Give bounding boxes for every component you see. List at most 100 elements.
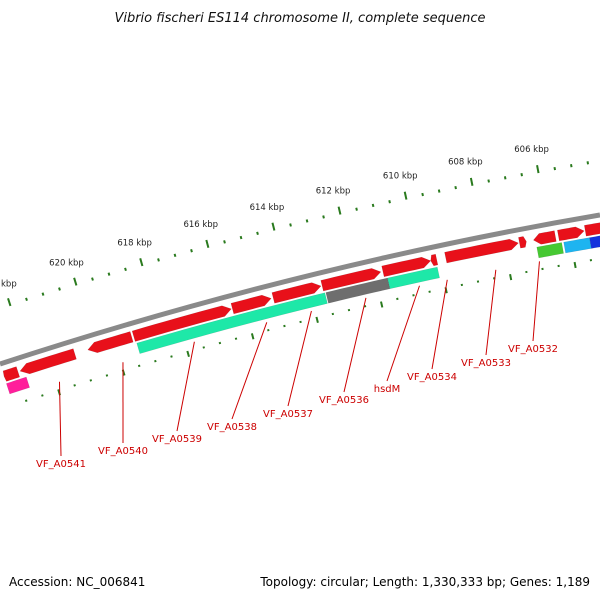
inner-minor-tick bbox=[267, 328, 270, 332]
inner-minor-tick bbox=[170, 355, 173, 358]
outer-minor-tick bbox=[454, 185, 457, 190]
chromosome-backbone bbox=[0, 212, 600, 367]
gene-arrow bbox=[518, 236, 527, 249]
outer-minor-tick bbox=[487, 179, 490, 183]
gene-arrow bbox=[320, 268, 382, 292]
outer-minor-tick bbox=[190, 249, 193, 253]
outer-major-tick bbox=[7, 298, 12, 307]
leader-line bbox=[386, 285, 420, 382]
gene-track bbox=[2, 222, 600, 395]
gene-arrow bbox=[430, 253, 439, 267]
outer-major-tick bbox=[403, 191, 408, 200]
leader-line bbox=[287, 310, 312, 407]
outer-minor-tick bbox=[107, 272, 111, 276]
outer-major-tick bbox=[205, 239, 210, 248]
gene-arrow bbox=[583, 222, 600, 237]
outer-minor-tick bbox=[586, 161, 590, 165]
gene-label: VF_A0536 bbox=[319, 395, 369, 406]
gene-label: VF_A0533 bbox=[461, 358, 511, 369]
outer-minor-tick bbox=[157, 258, 160, 262]
gene-label: VF_A0541 bbox=[36, 459, 86, 470]
inner-scale-ruler bbox=[24, 259, 593, 402]
scale-labels: 606 kbp 608 kbp 610 kbp 612 kbp 614 kbp 616 k… bbox=[0, 145, 549, 289]
gene-label: VF_A0538 bbox=[207, 422, 257, 433]
gene-arrow bbox=[19, 348, 77, 375]
gene-bar bbox=[387, 266, 440, 290]
inner-minor-tick bbox=[154, 359, 157, 363]
inner-minor-tick bbox=[137, 364, 141, 368]
gene-arrow bbox=[444, 238, 519, 264]
outer-minor-tick bbox=[570, 164, 573, 168]
outer-minor-tick bbox=[553, 166, 557, 171]
gene-arrow bbox=[381, 256, 432, 278]
scale-label: 610 kbp bbox=[383, 171, 418, 181]
outer-minor-tick bbox=[388, 200, 391, 204]
outer-minor-tick bbox=[239, 235, 243, 240]
outer-minor-tick bbox=[503, 176, 507, 180]
inner-minor-tick bbox=[24, 399, 28, 402]
leader-line bbox=[532, 261, 540, 342]
inner-major-tick bbox=[380, 301, 384, 308]
inner-major-tick bbox=[250, 333, 255, 340]
map-title: Vibrio fischeri ES114 chromosome II, com… bbox=[114, 11, 485, 26]
accession-text: Accession: NC_006841 bbox=[9, 575, 145, 589]
outer-minor-tick bbox=[289, 223, 292, 227]
leader-line bbox=[485, 269, 497, 356]
outer-minor-tick bbox=[41, 292, 45, 296]
gene-label: hsdM bbox=[374, 384, 401, 395]
outer-major-tick bbox=[536, 165, 540, 174]
gene-label: VF_A0539 bbox=[152, 434, 202, 445]
inner-major-tick bbox=[315, 316, 319, 324]
inner-minor-tick bbox=[89, 379, 93, 382]
outer-minor-tick bbox=[256, 231, 259, 235]
gene-arrow bbox=[2, 366, 21, 382]
outer-major-tick bbox=[271, 222, 276, 231]
scale-label: 608 kbp bbox=[448, 158, 483, 168]
leader-line bbox=[343, 297, 367, 393]
outer-minor-tick bbox=[322, 215, 325, 219]
gene-bar bbox=[536, 242, 564, 259]
inner-major-tick bbox=[509, 273, 513, 281]
inner-minor-tick bbox=[73, 384, 76, 387]
outer-minor-tick bbox=[371, 203, 375, 208]
scale-label: 614 kbp bbox=[250, 203, 285, 213]
inner-minor-tick bbox=[41, 394, 44, 397]
gene-bar bbox=[6, 376, 30, 395]
scale-label: 606 kbp bbox=[514, 145, 549, 155]
outer-minor-tick bbox=[124, 267, 127, 272]
gene-arrow bbox=[271, 282, 322, 304]
gene-bar bbox=[563, 237, 592, 254]
outer-minor-tick bbox=[305, 219, 309, 223]
outer-major-tick bbox=[469, 177, 474, 186]
outer-major-tick bbox=[337, 206, 342, 215]
inner-major-tick bbox=[186, 350, 190, 358]
inner-major-tick bbox=[573, 261, 577, 269]
outer-minor-tick bbox=[25, 297, 28, 302]
outer-minor-tick bbox=[173, 253, 177, 257]
gene-bar bbox=[589, 235, 600, 249]
gene-label: VF_A0532 bbox=[508, 344, 558, 355]
leader-line bbox=[58, 381, 62, 457]
gene-arrow bbox=[87, 331, 134, 354]
gene-label: VF_A0537 bbox=[263, 409, 313, 420]
gene-label: VF_A0540 bbox=[98, 446, 148, 457]
inner-minor-tick bbox=[234, 337, 238, 340]
gene-arrow bbox=[230, 294, 272, 315]
outer-minor-tick bbox=[223, 240, 226, 244]
outer-minor-tick bbox=[520, 172, 523, 177]
scale-label: 618 kbp bbox=[117, 238, 152, 248]
inner-minor-tick bbox=[218, 341, 222, 345]
gene-arrow bbox=[131, 305, 232, 342]
scale-label: 620 kbp bbox=[49, 258, 84, 268]
leader-line bbox=[176, 341, 195, 432]
gene-arrow bbox=[557, 226, 585, 242]
outer-minor-tick bbox=[421, 192, 424, 197]
scale-label: 616 kbp bbox=[183, 220, 218, 230]
scale-label: 612 kbp bbox=[316, 187, 351, 197]
gene-label: VF_A0534 bbox=[407, 372, 457, 383]
outer-minor-tick bbox=[355, 207, 358, 211]
outer-major-tick bbox=[73, 277, 78, 286]
gene-bar bbox=[136, 292, 328, 354]
inner-minor-tick bbox=[202, 346, 205, 349]
